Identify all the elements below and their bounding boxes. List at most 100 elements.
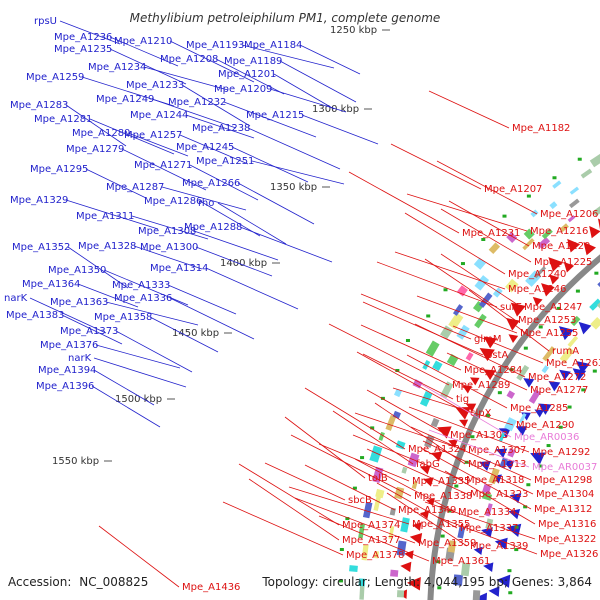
gene-label[interactable]: Mpe_A1335 [412,476,470,487]
gene-label[interactable]: fabG [416,459,440,470]
gene-label[interactable]: Mpe_A1251 [196,156,254,167]
gene-label[interactable]: rumA [552,346,579,357]
gene-label[interactable]: Mpe_A1238 [192,123,250,134]
gene-label[interactable]: Mpe_A1316 [538,519,596,530]
gene-label[interactable]: Mpe_A1292 [532,447,590,458]
gene-label[interactable]: Mpe_A1383 [6,310,64,321]
gene-label[interactable]: Mpe_A1247 [524,302,582,313]
gene-label[interactable]: Mpe_A1307 [468,445,526,456]
gene-label[interactable]: sbcB [348,495,372,506]
gene-label[interactable]: tig [456,394,469,405]
gene-label[interactable]: Mpe_A1295 [30,164,88,175]
gene-label[interactable]: Mpe_A1311 [76,211,134,222]
gene-label[interactable]: Mpe_A1298 [534,475,592,486]
gene-label[interactable]: Mpe_A1285 [510,403,568,414]
gene-label[interactable]: Mpe_A1376 [40,340,98,351]
gene-label[interactable]: Mpe_A1284 [464,365,522,376]
gene-label[interactable]: Mpe_A1280 [72,128,130,139]
gene-label[interactable]: Mpe_A1220 [532,241,590,252]
gene-label[interactable]: Mpe_A1244 [130,110,188,121]
gene-label[interactable]: Mpe_A1253 [518,315,576,326]
gene-label[interactable]: Mpe_A1277 [530,385,588,396]
gene-label[interactable]: Mpe_A1207 [484,184,542,195]
gene-label[interactable]: Mpe_A1263 [546,358,600,369]
gene-label[interactable]: glmM [474,334,502,345]
gene-label[interactable]: Mpe_AR0036 [514,432,579,443]
gene-label[interactable]: Mpe_A1235 [54,44,112,55]
gene-label[interactable]: Mpe_A1249 [96,94,154,105]
gene-label[interactable]: narK [68,353,92,364]
gene-label[interactable]: Mpe_A1209 [214,84,272,95]
gene-label[interactable]: Mpe_A1289 [452,380,510,391]
gene-label[interactable]: Mpe_A1328 [78,241,136,252]
gene-label[interactable]: Mpe_A1234 [88,62,146,73]
gene-label[interactable]: clpX [470,408,492,419]
gene-label[interactable]: rho [198,198,214,209]
gene-label[interactable]: Mpe_A1374 [342,520,400,531]
gene-label[interactable]: Mpe_A1314 [150,263,208,274]
gene-label[interactable]: Mpe_A1324 [408,444,466,455]
gene-label[interactable]: Mpe_A1378 [346,550,404,561]
gene-label[interactable]: Mpe_A1182 [512,123,570,134]
gene-label[interactable]: Mpe_A1355 [412,519,470,530]
gene-label[interactable]: Mpe_A1329 [10,195,68,206]
gene-label[interactable]: Mpe_A1363 [50,297,108,308]
gene-label[interactable]: Mpe_A1290 [516,420,574,431]
gene-label[interactable]: Mpe_A1245 [176,142,234,153]
gene-label[interactable]: Mpe_A1304 [536,489,594,500]
gene-label[interactable]: Mpe_A1210 [114,36,172,47]
gene-label[interactable]: Mpe_A1436 [182,582,240,593]
gene-label[interactable]: Mpe_A1257 [124,130,182,141]
gene-label[interactable]: Mpe_A1231 [462,228,520,239]
gene-label[interactable]: Mpe_A1259 [26,72,84,83]
gene-label[interactable]: Mpe_A1288 [184,222,242,233]
gene-label[interactable]: Mpe_A1193 [186,40,244,51]
gene-label[interactable]: Mpe_A1323 [470,489,528,500]
gene-label[interactable]: Mpe_A1313 [468,459,526,470]
gene-label[interactable]: Mpe_A1281 [34,114,92,125]
gene-label[interactable]: Mpe_A1225 [534,257,592,268]
gene-label[interactable]: Mpe_A1283 [10,100,68,111]
gene-label[interactable]: Mpe_A1373 [60,326,118,337]
gene-label[interactable]: Mpe_A1201 [218,69,276,80]
gene-label[interactable]: Mpe_A1271 [134,160,192,171]
gene-label[interactable]: Mpe_A1334 [458,507,516,518]
gene-label[interactable]: Mpe_A1303 [450,430,508,441]
gene-label[interactable]: Mpe_A1338 [414,491,472,502]
gene-label[interactable]: Mpe_A1326 [540,549,598,560]
gene-label[interactable]: Mpe_A1377 [342,535,400,546]
gene-label[interactable]: Mpe_A1312 [534,504,592,515]
gene-label[interactable]: Mpe_AR0037 [532,462,597,473]
gene-label[interactable]: Mpe_A1208 [160,54,218,65]
gene-label[interactable]: Mpe_A1394 [38,365,96,376]
gene-label[interactable]: Mpe_A1300 [140,242,198,253]
gene-label[interactable]: Mpe_A1286 [144,196,202,207]
gene-label[interactable]: Mpe_A1255 [520,328,578,339]
gene-label[interactable]: Mpe_A1336 [114,293,172,304]
gene-label[interactable]: tolB [368,473,388,484]
gene-label[interactable]: Mpe_A1232 [168,97,226,108]
gene-label[interactable]: Mpe_A1308 [138,226,196,237]
gene-label[interactable]: Mpe_A1266 [182,178,240,189]
gene-label[interactable]: Mpe_A1322 [538,534,596,545]
gene-label[interactable]: Mpe_A1216 [530,226,588,237]
gene-label[interactable]: Mpe_A1206 [540,209,598,220]
gene-label[interactable]: Mpe_A1339 [470,541,528,552]
gene-label[interactable]: Mpe_A1333 [112,280,170,291]
gene-label[interactable]: Mpe_A1184 [244,40,302,51]
gene-label[interactable]: surE [500,302,522,313]
gene-label[interactable]: Mpe_A1189 [224,56,282,67]
gene-label[interactable]: Mpe_A1352 [12,242,70,253]
gene-label[interactable]: Mpe_A1272 [528,372,586,383]
gene-label[interactable]: Mpe_A1233 [126,80,184,91]
gene-label[interactable]: Mpe_A1318 [466,475,524,486]
gene-label[interactable]: Mpe_A1350 [48,265,106,276]
gene-label[interactable]: Mpe_A1236 [54,32,112,43]
gene-label[interactable]: Mpe_A1396 [36,381,94,392]
gene-label[interactable]: Mpe_A1337 [460,523,518,534]
gene-label[interactable]: Mpe_A1364 [22,279,80,290]
gene-label[interactable]: pstA [486,350,508,361]
gene-label[interactable]: Mpe_A1279 [66,144,124,155]
gene-label[interactable]: Mpe_A1215 [246,110,304,121]
gene-label[interactable]: narK [4,293,28,304]
